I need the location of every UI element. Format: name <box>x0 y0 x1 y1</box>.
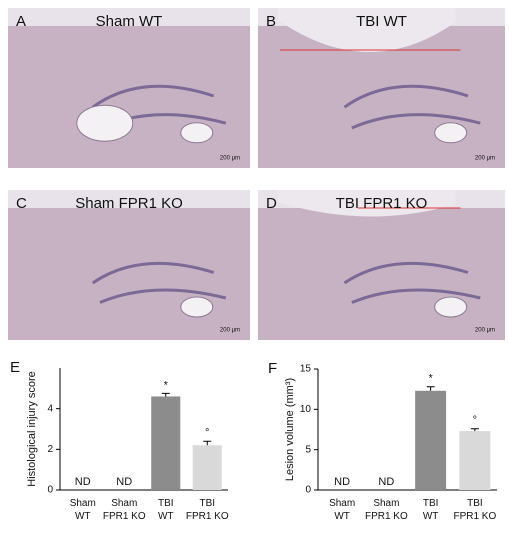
tissue-top <box>8 8 250 26</box>
panel-title: TBI FPR1 KO <box>336 195 428 212</box>
bar-annotation: ND <box>116 476 132 488</box>
panel-letter: D <box>266 195 277 212</box>
tissue-top <box>8 190 250 208</box>
x-tick-label-line: Sham <box>70 498 96 509</box>
y-tick-label: 4 <box>47 403 53 414</box>
ventricle <box>434 296 468 318</box>
hippocampus <box>343 84 481 130</box>
x-tick-label-line: TBI <box>423 498 439 509</box>
ventricle <box>76 104 134 142</box>
x-tick-label-line: WT <box>423 511 439 522</box>
scale-bar-label: 200 μm <box>475 156 495 162</box>
micrograph: C Sham FPR1 KO 200 μm <box>8 190 250 340</box>
y-tick-label: 15 <box>300 364 312 375</box>
x-tick-label-line: WT <box>334 511 350 522</box>
micrograph: D TBI FPR1 KO 200 μm <box>258 190 505 340</box>
bar-annotation: ND <box>75 476 91 488</box>
error-bar <box>426 386 435 391</box>
bar-annotation: ND <box>378 476 394 488</box>
lesion <box>278 8 456 53</box>
panel-title: Sham WT <box>96 13 163 30</box>
scale-bar-label: 200 μm <box>220 156 240 162</box>
panel-letter: B <box>266 13 276 30</box>
x-tick-label: Sham WT <box>329 498 355 522</box>
tissue-background <box>8 190 250 340</box>
x-tick-label-line: TBI <box>467 498 483 509</box>
x-tick-label-line: Sham <box>111 498 137 509</box>
x-tick-label: Sham FPR1 KO <box>365 498 408 522</box>
y-tick-label: 10 <box>300 404 312 415</box>
x-tick-label: TBI FPR1 KO <box>453 498 496 522</box>
scale-bar-label: 200 μm <box>220 328 240 334</box>
panel-letter: A <box>16 13 26 30</box>
micrograph: A Sham WT 200 μm <box>8 8 250 168</box>
y-tick-label: 0 <box>305 485 311 496</box>
x-tick-label-line: FPR1 KO <box>453 511 496 522</box>
panel-title: TBI WT <box>356 13 407 30</box>
x-tick-label: TBI WT <box>423 498 439 522</box>
x-tick-label: Sham FPR1 KO <box>103 498 146 522</box>
bar-annotation: * <box>164 379 169 391</box>
panel-letter: F <box>268 360 277 377</box>
x-tick-label-line: FPR1 KO <box>365 511 408 522</box>
y-axis-label: Lesion volume (mm³) <box>284 378 296 481</box>
x-tick-label: TBI WT <box>158 498 174 522</box>
lesion <box>278 190 456 217</box>
error-bar <box>470 428 479 432</box>
x-tick-label-line: FPR1 KO <box>186 511 229 522</box>
x-tick-label-line: Sham <box>373 498 399 509</box>
ventricle <box>434 122 468 144</box>
x-tick-label: Sham WT <box>70 498 96 522</box>
bar <box>151 396 181 490</box>
y-axis-label: Histological injury score <box>26 371 38 487</box>
x-tick-label-line: WT <box>158 511 174 522</box>
bar-annotation: * <box>428 373 433 385</box>
scale-bar-label: 200 μm <box>475 328 495 334</box>
y-tick-label: 2 <box>47 444 53 455</box>
x-tick-label: TBI FPR1 KO <box>186 498 229 522</box>
panel-title: Sham FPR1 KO <box>75 195 183 212</box>
bar-annotation: ° <box>205 427 209 439</box>
bar-annotation: ND <box>334 476 350 488</box>
bar <box>415 390 447 490</box>
tissue-background <box>8 8 250 168</box>
x-tick-label-line: TBI <box>158 498 174 509</box>
bar <box>459 431 491 490</box>
bar-annotation: ° <box>473 415 477 427</box>
hippocampus <box>343 261 481 304</box>
panel-letter: E <box>10 359 20 376</box>
micrograph: B TBI WT 200 μm <box>258 8 505 168</box>
y-tick-label: 0 <box>47 485 53 496</box>
ventricle <box>180 122 214 144</box>
x-tick-label-line: Sham <box>329 498 355 509</box>
ventricle <box>180 296 214 318</box>
bar <box>192 445 222 490</box>
x-tick-label-line: WT <box>75 511 91 522</box>
y-tick-label: 5 <box>305 444 311 455</box>
panel-letter: C <box>16 195 27 212</box>
error-bar <box>203 440 212 446</box>
hippocampus <box>91 261 227 304</box>
error-bar <box>161 392 170 397</box>
x-tick-label-line: FPR1 KO <box>103 511 146 522</box>
x-tick-label-line: TBI <box>199 498 215 509</box>
